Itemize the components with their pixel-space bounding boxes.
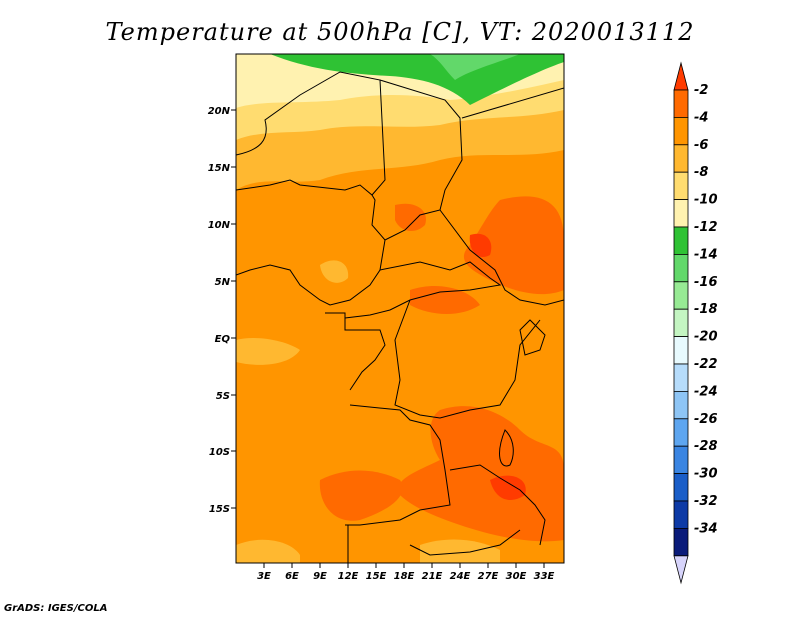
latitude-axis: 20N 15N 10N 5N EQ 5S 10S 15S <box>208 106 236 515</box>
colorbar-label: -26 <box>694 412 718 427</box>
colorbar-label: -2 <box>694 83 708 98</box>
colorbar-bottom-arrow <box>673 555 689 585</box>
colorbar-label: -28 <box>694 439 718 454</box>
lon-label: 24E <box>450 571 471 582</box>
colorbar-swatch <box>673 308 689 338</box>
colorbar-label: -14 <box>694 247 718 262</box>
colorbar-label: -16 <box>694 275 718 290</box>
colorbar-label: -10 <box>694 193 718 208</box>
colorbar-swatch <box>673 253 689 283</box>
lon-label: 30E <box>506 571 527 582</box>
lat-label: 15N <box>208 163 231 174</box>
lon-label: 15E <box>366 571 387 582</box>
lon-label: 33E <box>534 571 555 582</box>
colorbar-label: -30 <box>694 467 718 482</box>
lat-label: EQ <box>215 334 231 345</box>
colorbar-label: -20 <box>694 330 718 345</box>
lat-label: 10S <box>209 447 230 458</box>
colorbar-swatch <box>673 473 689 502</box>
colorbar-swatch <box>673 144 689 173</box>
colorbar-label: -22 <box>694 357 718 372</box>
lon-label: 21E <box>422 571 443 582</box>
lat-label: 20N <box>208 106 231 117</box>
colorbar-top-arrow <box>673 61 689 91</box>
lat-label: 5N <box>215 277 231 288</box>
colorbar-label: -32 <box>694 494 718 509</box>
country-borders <box>236 71 564 563</box>
map-frame <box>235 53 565 564</box>
colorbar-swatch <box>673 199 689 228</box>
colorbar-label: -12 <box>694 220 718 235</box>
map-title: Temperature at 500hPa [C], VT: 202001311… <box>105 18 695 46</box>
colorbar: -2 -4 -6 -8 -10 -12 -14 -16 -18 -20 -22 -24 -26 -28 -3… <box>673 61 718 585</box>
lat-label: 10N <box>208 220 231 231</box>
colorbar-label: -4 <box>694 110 708 125</box>
longitude-axis: 3E 6E 9E 12E 15E 18E 21E 24E 27E 30E 33E <box>257 563 555 582</box>
colorbar-label: -24 <box>694 384 718 399</box>
lon-label: 27E <box>478 571 499 582</box>
colorbar-swatch <box>673 528 689 557</box>
temperature-field <box>236 54 564 563</box>
colorbar-label: -8 <box>694 165 708 180</box>
colorbar-swatch <box>673 117 689 146</box>
grads-credit: GrADS: IGES/COLA <box>4 603 108 614</box>
lat-label: 15S <box>209 504 230 515</box>
colorbar-swatch <box>673 363 689 392</box>
colorbar-swatch <box>673 281 689 310</box>
colorbar-label: -6 <box>694 138 708 153</box>
lon-label: 12E <box>338 571 359 582</box>
lon-label: 9E <box>313 571 327 582</box>
colorbar-swatch <box>673 418 689 447</box>
lon-label: 6E <box>285 571 299 582</box>
colorbar-swatch <box>673 336 689 365</box>
colorbar-swatch <box>673 89 689 118</box>
colorbar-swatch <box>673 500 689 529</box>
colorbar-swatch <box>673 171 689 200</box>
lon-label: 3E <box>257 571 271 582</box>
colorbar-swatch <box>673 445 689 475</box>
colorbar-swatch <box>673 390 689 420</box>
lat-label: 5S <box>216 391 230 402</box>
colorbar-swatch <box>673 226 689 255</box>
colorbar-label: -18 <box>694 302 718 317</box>
lon-label: 18E <box>394 571 415 582</box>
colorbar-label: -34 <box>694 521 718 536</box>
